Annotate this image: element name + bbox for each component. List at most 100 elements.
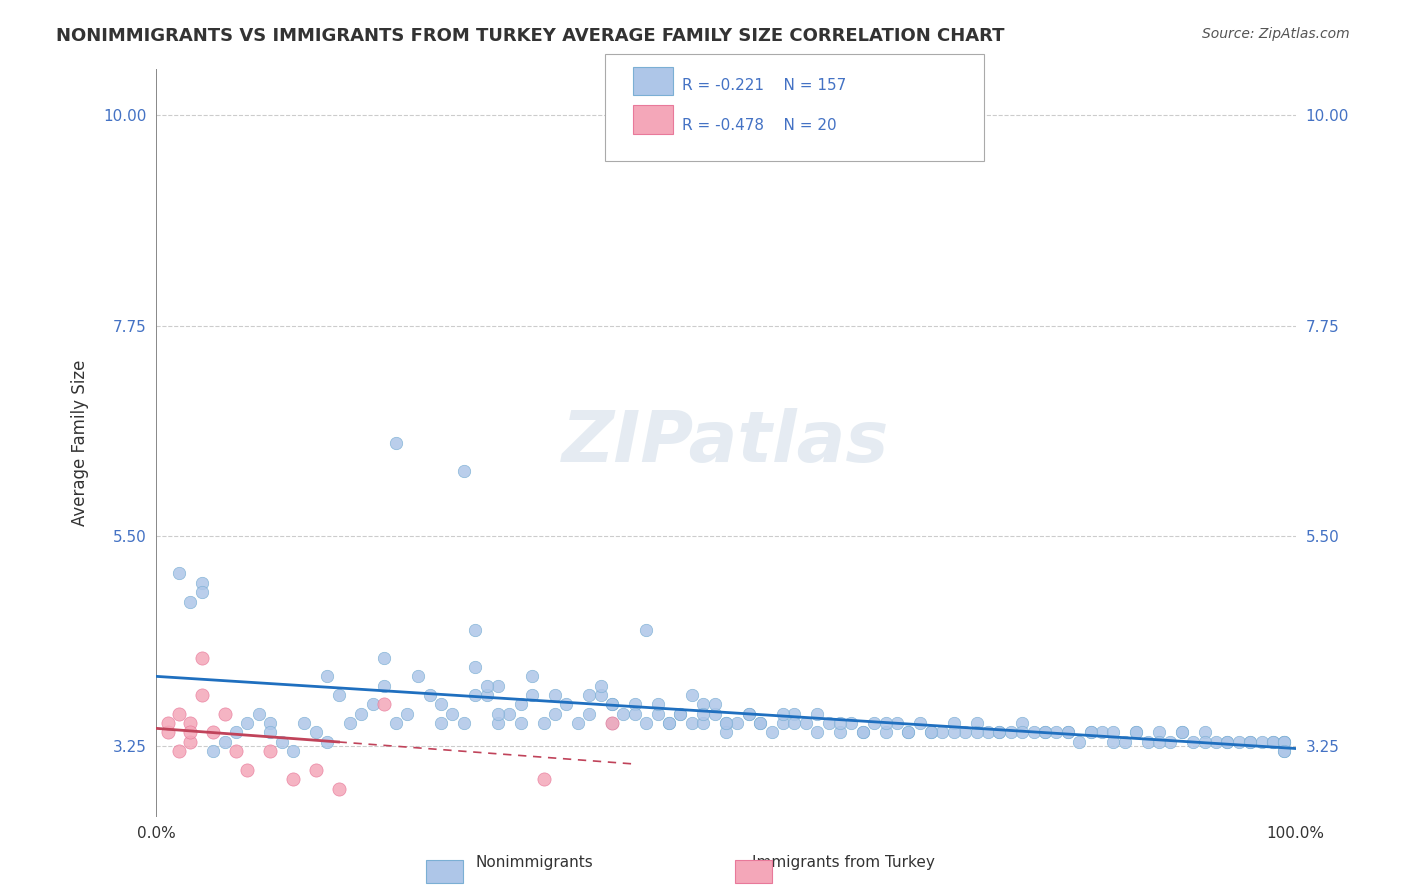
Text: R = -0.221    N = 157: R = -0.221 N = 157 xyxy=(682,78,846,94)
Point xyxy=(703,706,725,721)
Point xyxy=(486,716,509,731)
Point xyxy=(1080,725,1102,739)
Point xyxy=(692,706,714,721)
Point xyxy=(167,706,190,721)
Point xyxy=(191,688,214,702)
Point xyxy=(942,716,965,731)
Point xyxy=(305,763,328,777)
Point xyxy=(692,698,714,712)
Point xyxy=(1205,735,1227,749)
Point xyxy=(1239,735,1261,749)
Point xyxy=(886,716,908,731)
Point xyxy=(498,706,520,721)
Point xyxy=(486,679,509,693)
Point xyxy=(966,716,988,731)
Point xyxy=(955,725,977,739)
Point xyxy=(1125,725,1147,739)
Y-axis label: Average Family Size: Average Family Size xyxy=(72,359,89,525)
Point xyxy=(156,716,179,731)
Point xyxy=(1011,725,1033,739)
Point xyxy=(1194,725,1216,739)
Point xyxy=(475,688,498,702)
Point xyxy=(419,688,441,702)
Point xyxy=(214,706,236,721)
Point xyxy=(328,688,350,702)
Point xyxy=(658,716,681,731)
Point xyxy=(464,660,486,674)
Point xyxy=(156,725,179,739)
Point xyxy=(578,706,600,721)
Point xyxy=(179,725,201,739)
Point xyxy=(281,744,304,758)
Point xyxy=(669,706,692,721)
Point xyxy=(259,716,281,731)
Point xyxy=(395,706,418,721)
Point xyxy=(270,735,292,749)
Text: Immigrants from Turkey: Immigrants from Turkey xyxy=(752,855,935,870)
Point xyxy=(669,706,692,721)
Point xyxy=(783,716,806,731)
Point xyxy=(430,698,453,712)
Point xyxy=(1033,725,1056,739)
Point xyxy=(647,698,669,712)
Point xyxy=(578,688,600,702)
Point xyxy=(339,716,361,731)
Point xyxy=(714,716,737,731)
Point xyxy=(408,669,430,683)
Point xyxy=(179,716,201,731)
Point xyxy=(658,716,681,731)
Point xyxy=(247,706,270,721)
Point xyxy=(1000,725,1022,739)
Text: NONIMMIGRANTS VS IMMIGRANTS FROM TURKEY AVERAGE FAMILY SIZE CORRELATION CHART: NONIMMIGRANTS VS IMMIGRANTS FROM TURKEY … xyxy=(56,27,1005,45)
Point xyxy=(191,575,214,590)
Point xyxy=(259,744,281,758)
Point xyxy=(373,698,395,712)
Point xyxy=(316,735,339,749)
Point xyxy=(817,716,839,731)
Point xyxy=(1069,735,1091,749)
Point xyxy=(897,725,920,739)
Point xyxy=(1114,735,1136,749)
Point xyxy=(167,566,190,581)
Point xyxy=(600,698,623,712)
Point xyxy=(214,735,236,749)
Point xyxy=(191,650,214,665)
Point xyxy=(988,725,1011,739)
Point xyxy=(1272,744,1295,758)
Point xyxy=(509,716,531,731)
Point xyxy=(1056,725,1078,739)
Point xyxy=(1261,735,1284,749)
Point xyxy=(567,716,589,731)
Point xyxy=(522,688,544,702)
Point xyxy=(977,725,1000,739)
Point xyxy=(373,679,395,693)
Point xyxy=(167,744,190,758)
Point xyxy=(1250,735,1272,749)
Point xyxy=(600,716,623,731)
Point xyxy=(191,585,214,599)
Point xyxy=(1216,735,1239,749)
Point xyxy=(839,716,862,731)
Point xyxy=(875,716,897,731)
Point xyxy=(1272,735,1295,749)
Point xyxy=(453,716,475,731)
Point xyxy=(1091,725,1114,739)
Point xyxy=(441,706,464,721)
Point xyxy=(1171,725,1194,739)
Point xyxy=(1080,725,1102,739)
Point xyxy=(236,716,259,731)
Point xyxy=(1194,735,1216,749)
Point xyxy=(738,706,761,721)
Point xyxy=(1272,735,1295,749)
Point xyxy=(292,716,315,731)
Point xyxy=(624,706,647,721)
Point xyxy=(624,698,647,712)
Point xyxy=(1272,744,1295,758)
Point xyxy=(509,698,531,712)
Point xyxy=(761,725,783,739)
Point xyxy=(738,706,761,721)
Point xyxy=(316,669,339,683)
Point xyxy=(225,725,247,739)
Point xyxy=(828,716,851,731)
Point xyxy=(772,706,794,721)
